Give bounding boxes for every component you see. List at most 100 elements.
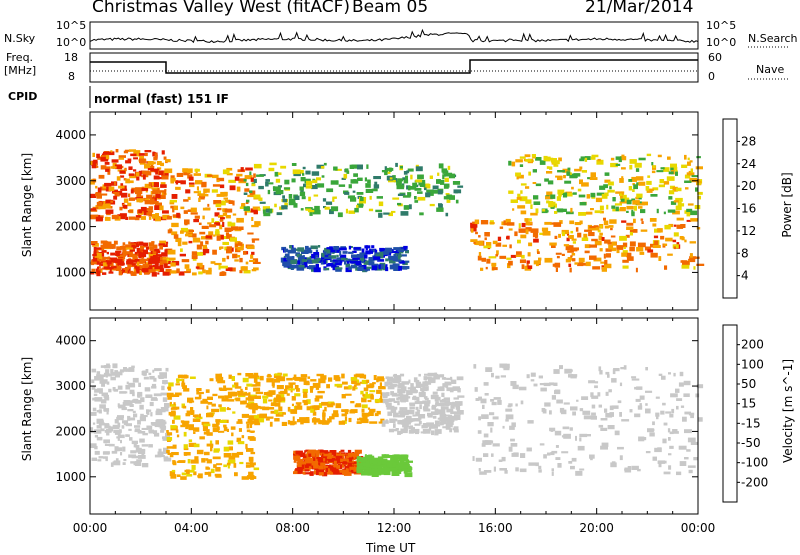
heatmap-cell: [590, 415, 597, 420]
heatmap-cell: [239, 270, 243, 274]
heatmap-cell: [683, 380, 691, 386]
heatmap-cell: [246, 429, 251, 433]
heatmap-cell: [205, 270, 212, 275]
date-label: 21/Mar/2014: [585, 0, 694, 17]
heatmap-cell: [135, 266, 142, 271]
heatmap-cell: [336, 180, 339, 185]
heatmap-cell: [273, 378, 281, 383]
heatmap-cell: [590, 192, 596, 198]
heatmap-cell: [556, 255, 560, 259]
heatmap-cell: [625, 234, 630, 238]
heatmap-cell: [98, 456, 104, 459]
heatmap-cell: [414, 196, 417, 200]
heatmap-cell: [396, 470, 399, 473]
heatmap-cell: [570, 375, 577, 379]
heatmap-cell: [382, 395, 388, 399]
heatmap-cell: [268, 167, 275, 172]
heatmap-cell: [588, 232, 595, 237]
heatmap-cell: [332, 251, 335, 254]
heatmap-cell: [584, 156, 591, 160]
heatmap-cell: [126, 270, 133, 274]
heatmap-cell: [216, 179, 220, 183]
heatmap-cell: [136, 188, 142, 193]
heatmap-cell: [121, 192, 128, 198]
heatmap-cell: [104, 216, 111, 221]
heatmap-cell: [217, 380, 226, 384]
heatmap-cell: [543, 454, 547, 459]
heatmap-cell: [389, 167, 392, 172]
heatmap-cell: [228, 200, 233, 204]
heatmap-cell: [419, 182, 426, 187]
heatmap-cell: [635, 196, 641, 200]
heatmap-cell: [158, 170, 164, 175]
heatmap-cell: [265, 179, 270, 182]
heatmap-cell: [359, 417, 365, 420]
heatmap-cell: [126, 368, 130, 372]
heatmap-cell: [238, 226, 244, 230]
heatmap-cell: [495, 254, 499, 257]
heatmap-cell: [148, 259, 157, 264]
heatmap-cell: [104, 441, 107, 444]
heatmap-cell: [506, 222, 515, 226]
heatmap-cell: [520, 183, 527, 186]
heatmap-cell: [181, 382, 186, 387]
velocity-colorbar-tick-label: -200: [741, 475, 768, 489]
heatmap-cell: [311, 253, 316, 259]
heatmap-cell: [183, 388, 190, 392]
heatmap-cell: [361, 248, 365, 253]
heatmap-cell: [305, 382, 310, 386]
heatmap-cell: [244, 211, 247, 216]
heatmap-cell: [547, 452, 551, 456]
heatmap-cell: [201, 458, 206, 463]
heatmap-cell: [212, 423, 219, 428]
heatmap-cell: [304, 450, 307, 453]
heatmap-cell: [423, 408, 431, 412]
heatmap-cell: [206, 429, 210, 434]
heatmap-cell: [384, 170, 388, 176]
heatmap-cell: [527, 218, 532, 221]
heatmap-cell: [125, 160, 131, 164]
heatmap-cell: [604, 263, 612, 269]
heatmap-cell: [210, 447, 213, 452]
heatmap-cell: [235, 397, 241, 402]
heatmap-cell: [91, 163, 97, 169]
heatmap-cell: [549, 410, 552, 415]
heatmap-cell: [101, 382, 105, 387]
heatmap-cell: [605, 253, 611, 258]
velocity-region-evening-grey: [472, 363, 704, 476]
heatmap-cell: [649, 218, 657, 222]
heatmap-cell: [555, 267, 558, 272]
heatmap-cell: [342, 461, 348, 465]
heatmap-cell: [368, 257, 375, 262]
heatmap-cell: [159, 425, 167, 429]
heatmap-cell: [670, 163, 677, 168]
heatmap-cell: [193, 471, 197, 476]
heatmap-cell: [225, 396, 229, 400]
heatmap-cell: [487, 422, 494, 427]
heatmap-cell: [211, 403, 216, 407]
heatmap-cell: [148, 444, 153, 448]
heatmap-cell: [336, 465, 340, 469]
heatmap-cell: [134, 428, 140, 431]
heatmap-cell: [645, 403, 648, 406]
heatmap-cell: [332, 260, 339, 265]
heatmap-cell: [316, 177, 321, 181]
heatmap-cell: [252, 375, 260, 379]
heatmap-cell: [676, 242, 680, 245]
heatmap-cell: [126, 381, 129, 385]
heatmap-cell: [219, 246, 222, 250]
heatmap-cell: [397, 202, 402, 206]
heatmap-cell: [510, 199, 518, 203]
heatmap-cell: [551, 471, 554, 476]
heatmap-cell: [590, 455, 593, 461]
heatmap-cell: [348, 417, 352, 423]
heatmap-cell: [598, 235, 603, 240]
heatmap-cell: [505, 408, 513, 412]
heatmap-cell: [220, 217, 225, 220]
heatmap-cell: [673, 200, 679, 203]
heatmap-cell: [176, 474, 181, 477]
heatmap-cell: [258, 197, 263, 201]
site-title: Christmas Valley West (fitACF): [92, 0, 351, 17]
heatmap-cell: [219, 388, 227, 391]
heatmap-cell: [151, 383, 157, 387]
